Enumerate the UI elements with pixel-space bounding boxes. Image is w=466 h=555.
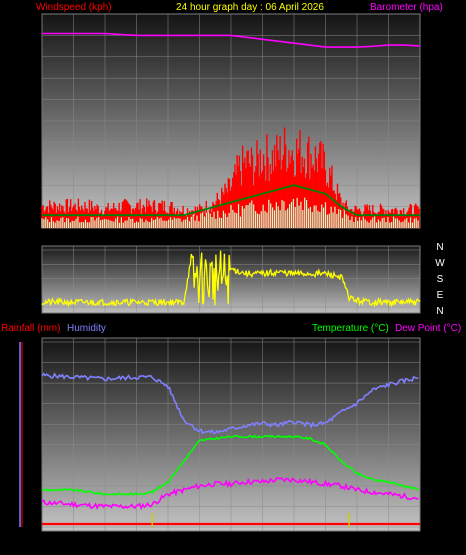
barometer-axis-label: Barometer (hpa) xyxy=(370,2,443,13)
compass-label-north-top: N xyxy=(436,242,443,253)
graph-title: 24 hour graph day : 06 April 2026 xyxy=(176,2,324,13)
wind-direction-line xyxy=(41,250,421,308)
compass-label-south: S xyxy=(437,274,444,285)
temperature-axis-label: Temperature (°C) xyxy=(312,323,389,334)
humidity-line xyxy=(41,372,419,435)
compass-label-west: W xyxy=(435,258,445,269)
windspeed-axis-label: Windspeed (kph) xyxy=(36,2,112,13)
compass-label-north-bottom: N xyxy=(436,306,443,317)
wind-average-line xyxy=(42,184,420,217)
barometer-line xyxy=(42,32,421,48)
humidity-axis-label: Humidity xyxy=(67,323,106,334)
rainfall-axis-label: Rainfall (mm) xyxy=(1,323,60,334)
dewpoint-line xyxy=(41,477,419,511)
temperature-line xyxy=(41,434,419,497)
compass-label-east: E xyxy=(437,290,444,301)
dewpoint-axis-label: Dew Point (°C) xyxy=(395,323,461,334)
